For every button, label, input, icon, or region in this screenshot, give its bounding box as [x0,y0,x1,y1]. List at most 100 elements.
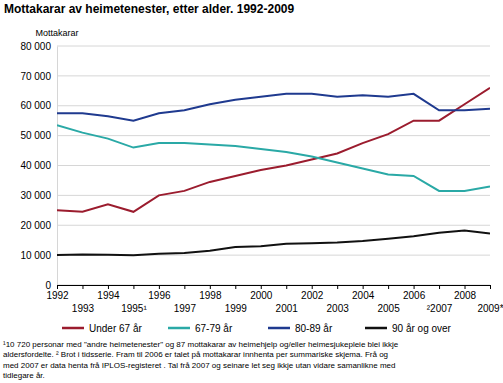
x-tick: 1993 [72,285,95,314]
x-tick-label: 2002 [301,290,324,301]
y-tick: 70 000 [20,71,57,82]
x-tick-label: 1999 [225,303,248,314]
series-line [57,231,490,255]
x-tick: 2001 [276,285,299,314]
title: Mottakarar av heimetenester, etter alder… [4,2,294,16]
x-tick: 2008 [454,285,477,301]
legend-swatch [268,327,290,330]
x-tick-label: 2004 [352,290,375,301]
x-tick-mark [465,285,466,289]
x-tick-mark [210,285,211,289]
x-tick-mark [490,285,491,289]
y-tick: 40 000 [20,160,57,171]
y-tick: 50 000 [20,130,57,141]
x-tick-label: 1992 [46,290,69,301]
grid-line [57,165,490,166]
grid-line [57,75,490,76]
x-tick-label: 2001 [276,303,299,314]
x-tick-mark [388,285,389,289]
x-axis-line [58,286,491,290]
x-tick-label: 2005 [377,303,400,314]
legend-label: 90 år og over [392,323,452,334]
footnotes: ¹10 720 personar med "andre heimeteneste… [3,340,399,380]
x-tick-mark [337,285,338,289]
x-tick-mark [414,285,415,289]
x-axis: 1992199319941995¹19961997199819992000200… [46,285,503,314]
y-tick: 30 000 [20,190,57,201]
series-line [57,88,490,212]
x-tick-mark [184,285,185,289]
x-tick: ²2007 [427,285,453,314]
y-tick-label: 30 000 [20,190,51,201]
x-tick: 1994 [97,285,120,301]
y-axis-line [57,47,58,286]
legend: Under 67 år 67-79 år 80-89 år 90 år og over [62,323,452,334]
x-tick-mark [261,285,262,289]
legend-swatch [168,327,190,330]
legend-label: Under 67 år [89,323,142,334]
footnote: aldersfordelte. ² Brot i tidsserie. Fram… [3,350,388,359]
x-tick-label: 1997 [174,303,197,314]
x-tick-label: 2000 [250,290,273,301]
grid [57,46,490,285]
x-tick-label: 1993 [72,303,95,314]
x-tick-mark [286,285,287,289]
x-tick: 2009* [477,285,503,314]
y-tick: 10 000 [20,250,57,261]
x-tick: 2006 [403,285,426,301]
x-tick-mark [312,285,313,289]
grid-line [57,46,490,47]
x-tick: 1996 [148,285,171,301]
grid-line [57,225,490,226]
y-tick: 0 [45,280,57,291]
y-tick: 60 000 [20,100,57,111]
x-tick: 2003 [327,285,350,314]
x-tick: 1992 [46,285,69,301]
x-tick-label: 1995¹ [121,303,147,314]
x-tick-mark [363,285,364,289]
lines [57,88,490,255]
x-tick-mark [235,285,236,289]
x-tick-label: 1998 [199,290,222,301]
x-tick-mark [159,285,160,289]
x-tick-label: 1996 [148,290,171,301]
x-tick-label: 2008 [454,290,477,301]
x-tick: 1999 [225,285,248,314]
legend-label: 67-79 år [195,323,233,334]
x-tick-label: 1994 [97,290,120,301]
x-tick-mark [439,285,440,289]
footnote: med 2007 er data henta frå IPLOS-registe… [3,361,396,370]
grid-line [57,135,490,136]
y-axis: 0 10 000 20 000 30 000 40 000 50 000 60 000 70 … [20,41,57,291]
y-tick-label: 10 000 [20,250,51,261]
x-tick-label: 2009* [477,303,503,314]
series-line [57,94,490,121]
x-tick: 2004 [352,285,375,301]
y-tick: 20 000 [20,220,57,231]
y-tick-label: 40 000 [20,160,51,171]
x-tick: 1995¹ [121,285,147,314]
y-tick: 80 000 [20,41,57,52]
x-tick: 2005 [377,285,400,314]
legend-swatch [365,327,387,330]
y-tick-label: 80 000 [20,41,51,52]
x-tick: 1998 [199,285,222,301]
x-tick-label: ²2007 [427,303,453,314]
legend-label: 80-89 år [295,323,333,334]
y-tick-label: 70 000 [20,71,51,82]
y-tick-label: 60 000 [20,100,51,111]
grid-line [57,105,490,106]
x-tick: 2000 [250,285,273,301]
footnote: ¹10 720 personar med "andre heimeteneste… [3,340,399,349]
y-tick-label: 20 000 [20,220,51,231]
legend-swatch [62,327,84,330]
x-tick: 1997 [174,285,197,314]
x-tick-mark [82,285,83,289]
y-tick-label: 50 000 [20,130,51,141]
x-tick-label: 2006 [403,290,426,301]
y-axis-title: Mottakarar [35,28,78,38]
x-tick-label: 2003 [327,303,350,314]
x-tick-mark [57,285,58,289]
y-tick-label: 0 [45,280,51,291]
x-tick-mark [108,285,109,289]
